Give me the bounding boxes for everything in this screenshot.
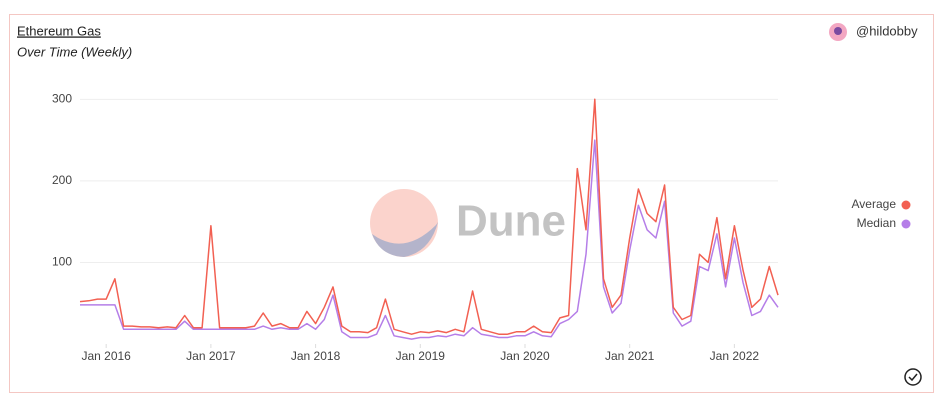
x-tick-label: Jan 2022 xyxy=(710,349,760,363)
check-mark xyxy=(908,373,918,382)
check-icon[interactable] xyxy=(904,368,922,386)
legend-marker xyxy=(901,200,911,210)
x-tick-label: Jan 2016 xyxy=(81,349,131,363)
legend-label: Average xyxy=(852,197,897,211)
avatar-face xyxy=(834,27,842,35)
x-tick-label: Jan 2020 xyxy=(500,349,550,363)
watermark-logo xyxy=(370,189,438,257)
chart-title[interactable]: Ethereum Gas xyxy=(17,23,101,38)
y-tick-label: 300 xyxy=(52,91,72,105)
y-tick-label: 200 xyxy=(52,173,72,187)
x-tick-label: Jan 2019 xyxy=(396,349,446,363)
series-line xyxy=(79,98,779,335)
x-tick-label: Jan 2021 xyxy=(605,349,655,363)
legend-label: Median xyxy=(857,216,896,230)
legend-marker xyxy=(901,219,911,229)
watermark: Dune xyxy=(370,189,566,257)
x-tick-label: Jan 2018 xyxy=(291,349,341,363)
watermark-text: Dune xyxy=(456,197,566,246)
y-tick-label: 100 xyxy=(52,255,72,269)
author[interactable]: @hildobby xyxy=(856,23,918,38)
series-line xyxy=(80,139,779,340)
x-tick-label: Jan 2017 xyxy=(186,349,236,363)
watermark-logo-part xyxy=(372,222,438,257)
chart-subtitle: Over Time (Weekly) xyxy=(17,44,132,59)
